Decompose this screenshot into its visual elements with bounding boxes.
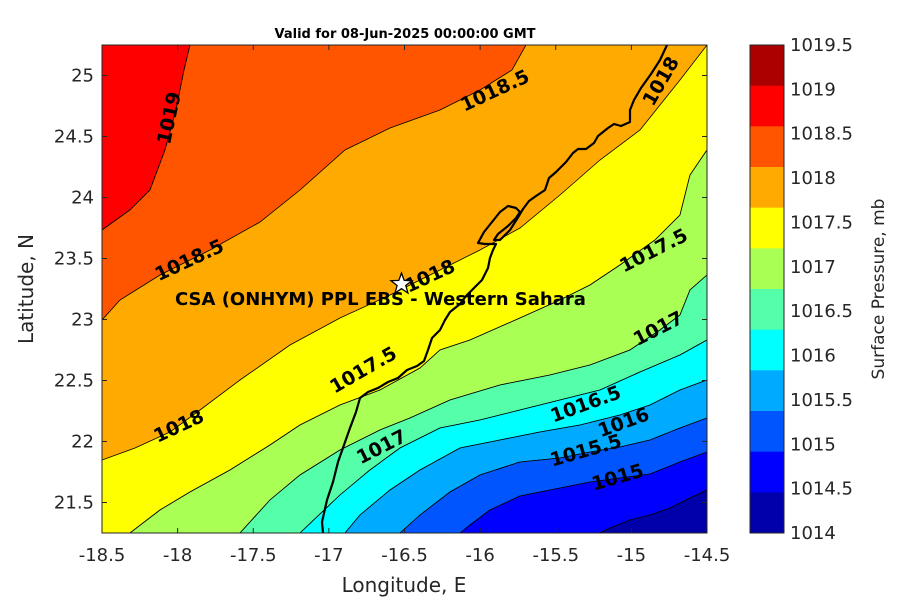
x-tick-label: -16.5: [381, 545, 428, 566]
colorbar-swatch: [750, 207, 784, 249]
colorbar-swatch: [750, 329, 784, 371]
x-tick-label: -17.5: [230, 545, 277, 566]
colorbar-swatch: [750, 126, 784, 168]
colorbar-frame: [749, 44, 785, 534]
contour-map: [102, 45, 707, 533]
colorbar-tick-label: 1015.5: [790, 390, 853, 411]
colorbar-tick-label: 1015: [790, 434, 836, 455]
colorbar-tick-label: 1017.5: [790, 212, 853, 233]
y-axis: 25 24.5 24 23.5 23 22.5 22 21.5: [54, 66, 707, 514]
y-tick-label: 23: [71, 310, 94, 331]
colorbar-swatch: [750, 289, 784, 331]
colorbar-tick-label: 1016.5: [790, 301, 853, 322]
map-title: Valid for 08-Jun-2025 00:00:00 GMT: [275, 27, 536, 42]
colorbar-tick-label: 1014.5: [790, 479, 853, 500]
colorbar-label: Surface Pressure, mb: [869, 199, 889, 380]
colorbar-tick-label: 1018: [790, 168, 836, 189]
band-1018.5-high: [102, 45, 527, 321]
band-1014: [599, 489, 707, 533]
colorbar-tick-label: 1016: [790, 346, 836, 367]
x-tick-label: -15: [617, 545, 646, 566]
station-label: CSA (ONHYM) PPL EBS - Western Sahara: [175, 289, 586, 310]
y-tick-label: 23.5: [54, 249, 94, 270]
y-axis-label: Latitude, N: [14, 234, 38, 344]
station-marker: CSA (ONHYM) PPL EBS - Western Sahara: [175, 271, 586, 310]
colorbar-swatch: [750, 370, 784, 412]
colorbar-tick-label: 1019.5: [790, 35, 853, 56]
x-tick-label: -17: [314, 545, 343, 566]
y-tick-label: 21.5: [54, 493, 94, 514]
colorbar: 1019.5 1019 1018.5 1018 1017.5 1017 1016.5 1016…: [749, 35, 853, 544]
colorbar-swatch: [750, 167, 784, 209]
x-tick-label: -14.5: [684, 545, 731, 566]
y-tick-label: 24: [71, 188, 94, 209]
colorbar-swatch: [750, 248, 784, 290]
coastline: [320, 45, 668, 533]
colorbar-tick-label: 1014: [790, 523, 836, 544]
x-tick-label: -18.5: [79, 545, 126, 566]
colorbar-swatch: [750, 45, 784, 87]
x-axis: -18.5 -18 -17.5 -17 -16.5 -16 -15.5 -15 -14.5: [79, 45, 731, 566]
x-tick-label: -18: [163, 545, 192, 566]
colorbar-tick-label: 1019: [790, 79, 836, 100]
y-tick-label: 22.5: [54, 371, 94, 392]
y-tick-label: 22: [71, 432, 94, 453]
x-axis-label: Longitude, E: [342, 573, 467, 597]
colorbar-swatch: [750, 85, 784, 127]
y-tick-label: 25: [71, 66, 94, 87]
colorbar-swatch: [750, 492, 784, 534]
colorbar-tick-label: 1018.5: [790, 124, 853, 145]
x-tick-label: -16: [465, 545, 494, 566]
y-tick-label: 24.5: [54, 127, 94, 148]
star-icon: [389, 271, 414, 295]
colorbar-swatch: [750, 411, 784, 453]
x-tick-label: -15.5: [532, 545, 579, 566]
colorbar-swatch: [750, 451, 784, 493]
colorbar-tick-label: 1017: [790, 257, 836, 278]
